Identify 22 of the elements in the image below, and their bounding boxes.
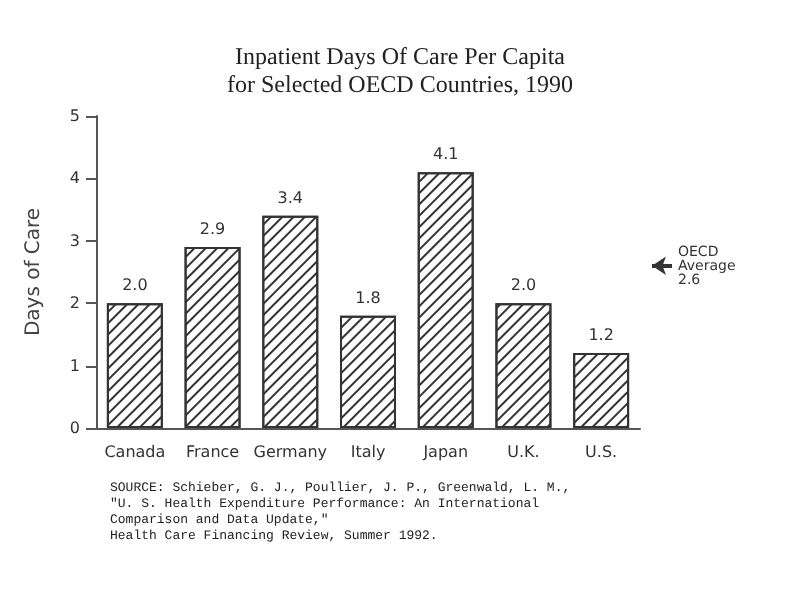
x-tick-label: Germany (253, 443, 328, 461)
x-tick-label: Japan (421, 443, 469, 461)
x-tick-label: France (185, 443, 240, 461)
data-label: 2.0 (122, 276, 148, 295)
data-label: 4.1 (432, 145, 459, 164)
data-label: 2.0 (510, 276, 537, 295)
x-tick-label: Italy (350, 443, 386, 461)
data-label: 3.4 (277, 188, 304, 207)
data-label: 1.2 (588, 326, 614, 345)
y-tick-label: 1 (69, 356, 80, 375)
data-label: 1.8 (355, 288, 381, 307)
y-tick-label: 3 (69, 231, 80, 250)
data-label: 2.9 (199, 220, 226, 239)
y-tick-label: 5 (69, 107, 80, 125)
x-tick-label: U.K. (507, 443, 540, 461)
x-tick-label: Canada (104, 443, 166, 461)
y-tick-label: 0 (69, 419, 80, 437)
y-axis-title: Days of Care (23, 207, 45, 337)
y-tick-label: 4 (69, 169, 80, 188)
x-tick-label: U.S. (585, 443, 618, 461)
chart-title: Inpatient Days Of Care Per Capita for Selected OECD Countries, 1990 (227, 42, 573, 98)
y-tick-label: 2 (69, 294, 80, 313)
